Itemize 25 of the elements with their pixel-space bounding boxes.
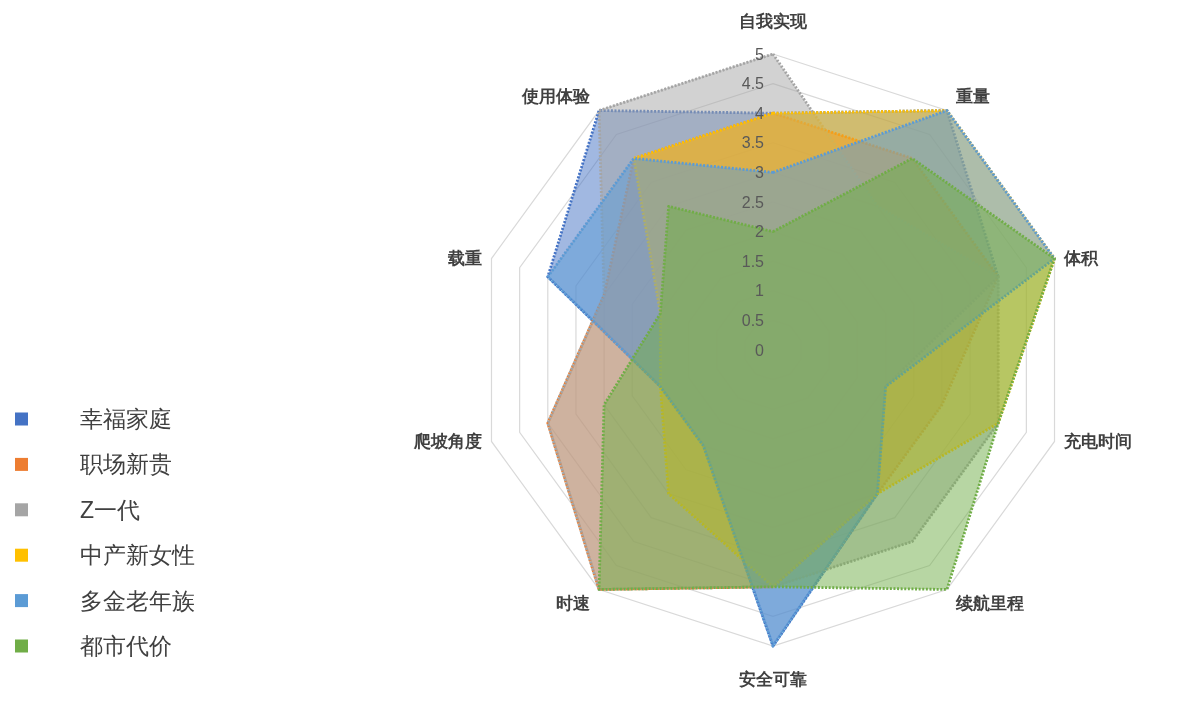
spoke-label: 体积 bbox=[1063, 248, 1098, 268]
legend-label: 幸福家庭 bbox=[80, 406, 172, 432]
spoke-label: 安全可靠 bbox=[739, 669, 807, 689]
legend-label: 中产新女性 bbox=[80, 542, 195, 569]
spoke-label: 自我实现 bbox=[739, 11, 807, 31]
spoke-label: 时速 bbox=[556, 594, 590, 614]
spoke-label: 使用体验 bbox=[522, 86, 590, 106]
y-tick-label: 5 bbox=[755, 45, 764, 63]
spoke-label: 爬坡角度 bbox=[414, 432, 483, 452]
y-tick-label: 1 bbox=[755, 282, 764, 300]
y-tick-label: 0.5 bbox=[741, 311, 764, 329]
spoke-label: 充电时间 bbox=[1063, 432, 1132, 452]
spoke-label: 续航里程 bbox=[956, 594, 1024, 614]
y-tick-label: 3.5 bbox=[741, 134, 764, 152]
spoke-label: 重量 bbox=[956, 86, 990, 106]
y-tick-label: 1.5 bbox=[741, 252, 764, 270]
legend-label: 职场新贵 bbox=[80, 451, 172, 478]
legend-label: 多金老年族 bbox=[80, 587, 195, 614]
y-tick-label: 0 bbox=[755, 341, 764, 359]
legend-label: 都市代价 bbox=[80, 633, 172, 659]
y-tick-label: 2.5 bbox=[741, 193, 764, 211]
y-tick-label: 2 bbox=[755, 223, 764, 241]
legend-label: Z一代 bbox=[80, 496, 141, 523]
spoke-label: 载重 bbox=[448, 248, 483, 268]
y-tick-label: 4.5 bbox=[741, 75, 764, 93]
